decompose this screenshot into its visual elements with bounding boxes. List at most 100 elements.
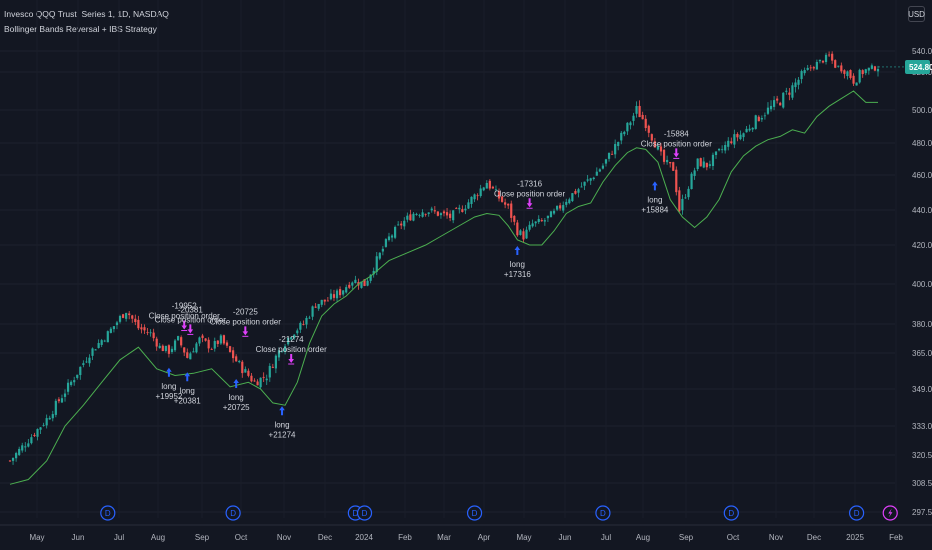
candle — [555, 205, 559, 212]
marker-circle — [849, 505, 865, 521]
candle-body — [213, 341, 216, 349]
candle — [531, 219, 534, 228]
trade-entry — [514, 246, 521, 255]
exit-qty: -20725 — [233, 307, 258, 316]
close-arrow-icon — [187, 324, 194, 334]
candle-body — [155, 338, 158, 347]
candle-body — [244, 369, 247, 373]
trade-entry — [166, 367, 172, 377]
candle — [82, 360, 85, 368]
close-arrow-icon — [673, 148, 680, 158]
candle-body — [864, 69, 867, 74]
trade-entry — [184, 372, 191, 382]
long-arrow-icon — [184, 372, 191, 382]
candle-body — [82, 363, 85, 365]
candle — [519, 229, 522, 236]
candle-body — [592, 177, 595, 180]
candle-body — [283, 346, 287, 352]
candle — [580, 182, 583, 188]
candle-body — [531, 223, 534, 227]
candle-body — [338, 289, 342, 296]
candle-body — [345, 287, 348, 293]
candle-body — [198, 337, 201, 344]
candle — [342, 290, 345, 297]
candle — [36, 428, 39, 441]
candle-body — [241, 361, 244, 374]
candle-body — [772, 100, 776, 107]
candle-body — [614, 144, 617, 155]
entry-label: long — [510, 260, 525, 269]
candle — [592, 176, 595, 181]
time-tick-label: Feb — [889, 533, 903, 542]
candle-body — [803, 70, 806, 74]
candle-body — [400, 223, 403, 226]
candle-body — [256, 381, 259, 386]
marker-label: D — [352, 509, 358, 518]
candle-body — [253, 380, 256, 382]
candle — [736, 132, 739, 142]
entry-qty: +15884 — [641, 205, 668, 214]
candle-body — [33, 434, 36, 436]
marker-circle — [356, 505, 373, 521]
lower-band — [9, 90, 878, 485]
candle — [164, 345, 167, 353]
candle-body — [552, 210, 556, 214]
candle-body — [100, 340, 103, 345]
candle-body — [568, 199, 571, 204]
candle — [186, 348, 189, 359]
candle-body — [210, 349, 213, 350]
candle-body — [534, 221, 537, 224]
candle — [259, 377, 262, 389]
candle — [491, 185, 495, 190]
price-tick-label: 500.00 — [912, 106, 932, 115]
candle-body — [192, 351, 195, 353]
candle — [721, 145, 724, 154]
candle-body — [378, 252, 381, 259]
candle — [473, 193, 476, 203]
currency-button[interactable]: USD — [908, 6, 925, 22]
price-tick-label: 380.00 — [912, 320, 932, 329]
candle — [445, 207, 449, 219]
candle — [861, 69, 864, 78]
candle — [128, 310, 131, 320]
candle — [458, 204, 461, 214]
candle-body — [507, 203, 510, 206]
candle — [121, 313, 125, 319]
candle — [21, 442, 24, 453]
candle — [449, 210, 452, 222]
candle-body — [641, 114, 644, 120]
candle-body — [794, 82, 797, 88]
candle — [189, 351, 192, 360]
marker-label: D — [854, 509, 860, 518]
candle-body — [131, 315, 134, 319]
candle-body — [406, 215, 409, 220]
dividend-marker: D — [595, 505, 611, 521]
candle-body — [519, 230, 522, 235]
candle — [629, 121, 632, 130]
candle — [779, 101, 782, 106]
candle — [430, 206, 433, 213]
candle-body — [461, 209, 464, 212]
exit-qty: -21274 — [279, 335, 304, 344]
candle-body — [140, 327, 143, 330]
time-tick-label: Jun — [559, 533, 572, 542]
candle — [485, 180, 488, 189]
candle — [809, 64, 812, 72]
candle-body — [757, 116, 760, 122]
candle-body — [666, 159, 669, 163]
candle-body — [287, 337, 290, 345]
candle-body — [164, 345, 167, 351]
candle — [97, 339, 100, 349]
time-tick-label: Nov — [277, 533, 291, 542]
candle — [571, 192, 574, 203]
candle — [672, 161, 675, 171]
candle-body — [873, 66, 877, 71]
candle — [864, 68, 867, 76]
candle-body — [782, 92, 785, 108]
candle — [277, 347, 281, 361]
candle — [256, 379, 259, 386]
candle-body — [711, 154, 715, 167]
marker-circle — [595, 505, 611, 521]
